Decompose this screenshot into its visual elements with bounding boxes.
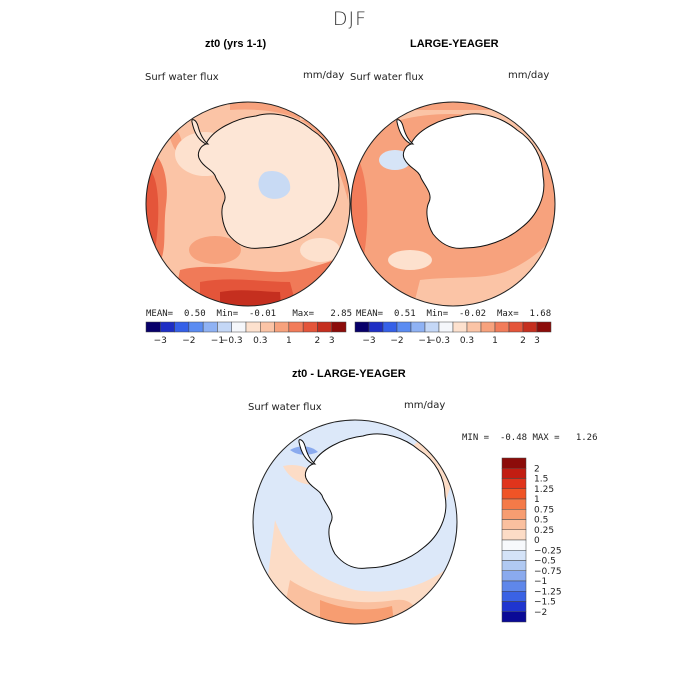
colorbar-swatch <box>217 321 232 333</box>
colorbar-swatch <box>494 321 510 333</box>
panel1-variable: Surf water flux <box>145 72 219 83</box>
colorbar-tick-label: −0.3 <box>428 336 450 346</box>
colorbar-swatch <box>501 488 527 500</box>
colorbar-swatch <box>260 321 275 333</box>
colorbar-swatch <box>424 321 440 333</box>
colorbar-tick-label: 0.25 <box>534 526 554 536</box>
colorbar-swatch <box>302 321 318 333</box>
colorbar-swatch <box>368 321 384 333</box>
panel1-title: zt0 (yrs 1-1) <box>205 38 267 50</box>
colorbar-tick-label: 1 <box>534 495 540 505</box>
colorbar-swatch <box>288 321 304 333</box>
colorbar-swatch <box>452 321 468 333</box>
colorbar-tick-label: 1.25 <box>534 485 554 495</box>
panel1-stats: MEAN= 0.50 Min= -0.01 Max= 2.85 <box>146 309 352 319</box>
colorbar-swatch <box>501 591 527 602</box>
panel3-stats: MIN = -0.48 MAX = 1.26 <box>462 433 598 443</box>
panel3-map <box>252 419 458 625</box>
colorbar-swatch <box>174 321 190 333</box>
colorbar-swatch <box>501 611 527 623</box>
colorbar-swatch <box>466 321 482 333</box>
colorbar-swatch <box>501 550 527 561</box>
colorbar-tick-label: −1 <box>211 336 224 346</box>
colorbar-tick-label: 0.3 <box>460 336 474 346</box>
panel3-colorbar: 21.51.2510.750.50.250−0.25−0.5−0.75−1−1.… <box>501 457 562 623</box>
colorbar-tick-label: 3 <box>329 336 335 346</box>
colorbar-swatch <box>317 321 332 333</box>
colorbar-swatch <box>501 601 527 612</box>
colorbar-swatch <box>354 321 370 333</box>
colorbar-tick-label: −3 <box>362 336 375 346</box>
colorbar-tick-label: 2 <box>520 336 526 346</box>
colorbar-tick-label: 1 <box>492 336 498 346</box>
colorbar-swatch <box>331 321 347 333</box>
panel3-variable: Surf water flux <box>248 402 322 413</box>
colorbar-tick-label: 1 <box>286 336 292 346</box>
colorbar-swatch <box>480 321 496 333</box>
panel2-variable: Surf water flux <box>350 72 424 83</box>
colorbar-tick-label: 2 <box>534 464 540 474</box>
colorbar-tick-label: 2 <box>315 336 321 346</box>
panel3-units: mm/day <box>404 400 446 411</box>
colorbar-tick-label: −0.5 <box>534 557 556 567</box>
colorbar-tick-label: 0.3 <box>253 336 267 346</box>
colorbar-swatch <box>501 580 527 592</box>
panel2-colorbar: −3 −2 −1−0.3 0.3 1 2 3 <box>354 321 552 346</box>
panel2-map <box>350 101 556 307</box>
colorbar-swatch <box>501 570 527 582</box>
colorbar-swatch <box>501 539 527 551</box>
colorbar-swatch <box>501 519 527 530</box>
colorbar-swatch <box>501 509 527 520</box>
colorbar-tick-label: 0.5 <box>534 516 548 526</box>
panel1-map <box>145 101 351 307</box>
panel2-stats: MEAN= 0.51 Min= -0.02 Max= 1.68 <box>356 309 552 319</box>
colorbar-swatch <box>501 478 527 489</box>
colorbar-tick-label: −2 <box>182 336 195 346</box>
colorbar-tick-label: −1 <box>418 336 431 346</box>
colorbar-swatch <box>396 321 412 333</box>
panel1-units: mm/day <box>303 70 345 81</box>
colorbar-swatch <box>274 321 290 333</box>
colorbar-tick-label: 1.5 <box>534 475 548 485</box>
colorbar-tick-label: 3 <box>534 336 540 346</box>
colorbar-swatch <box>245 321 261 333</box>
colorbar-tick-label: −1.25 <box>534 587 562 597</box>
colorbar-swatch <box>501 560 527 571</box>
colorbar-swatch <box>501 457 527 469</box>
colorbar-tick-label: −0.25 <box>534 546 562 556</box>
colorbar-swatch <box>160 321 175 333</box>
colorbar-swatch <box>382 321 398 333</box>
colorbar-swatch <box>145 321 161 333</box>
colorbar-tick-label: −0.75 <box>534 567 562 577</box>
colorbar-swatch <box>536 321 552 333</box>
colorbar-swatch <box>231 321 247 333</box>
colorbar-swatch <box>522 321 538 333</box>
panel2-title: LARGE-YEAGER <box>410 38 499 50</box>
colorbar-tick-label: −3 <box>154 336 167 346</box>
colorbar-swatch <box>508 321 524 333</box>
colorbar-tick-label: −2 <box>534 608 547 618</box>
colorbar-swatch <box>202 321 218 333</box>
colorbar-tick-label: −2 <box>390 336 403 346</box>
colorbar-swatch <box>501 468 527 479</box>
colorbar-swatch <box>501 529 527 541</box>
colorbar-tick-label: 0 <box>534 536 540 546</box>
season-title: DJF <box>332 8 368 30</box>
colorbar-tick-label: −1 <box>534 577 547 587</box>
colorbar-swatch <box>410 321 426 333</box>
panel1-colorbar: −3 −2 −1−0.3 0.3 1 2 3 <box>145 321 347 346</box>
panel2-units: mm/day <box>508 70 550 81</box>
colorbar-swatch <box>501 498 527 510</box>
colorbar-swatch <box>438 321 454 333</box>
colorbar-swatch <box>188 321 204 333</box>
colorbar-tick-label: −0.3 <box>221 336 243 346</box>
colorbar-tick-label: 0.75 <box>534 505 554 515</box>
colorbar-tick-label: −1.5 <box>534 598 556 608</box>
panel3-title: zt0 - LARGE-YEAGER <box>292 368 406 380</box>
